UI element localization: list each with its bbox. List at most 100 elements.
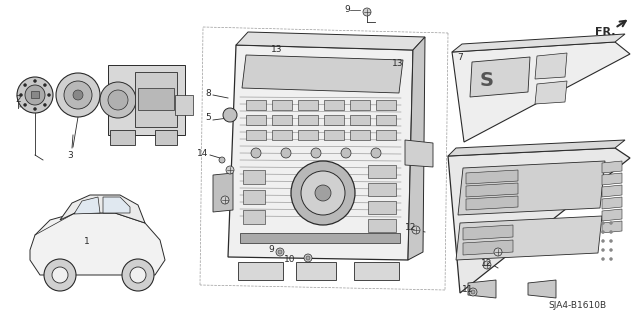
Circle shape [602,257,605,261]
Circle shape [108,90,128,110]
Circle shape [44,84,46,86]
Polygon shape [246,130,266,140]
Circle shape [219,157,225,163]
Polygon shape [324,115,344,125]
Polygon shape [272,130,292,140]
Polygon shape [213,173,233,212]
Circle shape [52,267,68,283]
Circle shape [602,231,605,234]
Text: 5: 5 [205,114,211,122]
Polygon shape [602,161,622,173]
Text: 9: 9 [344,5,350,14]
Circle shape [412,226,420,234]
Circle shape [494,248,502,256]
Polygon shape [470,57,530,97]
Polygon shape [236,32,425,50]
Circle shape [251,148,261,158]
Text: S: S [480,70,494,90]
Circle shape [130,267,146,283]
Polygon shape [466,183,518,197]
Text: 3: 3 [67,151,73,160]
Circle shape [276,248,284,256]
Circle shape [291,161,355,225]
Circle shape [363,8,371,16]
Polygon shape [405,140,433,167]
Circle shape [602,240,605,242]
Text: 2: 2 [15,95,21,105]
Text: SJA4-B1610B: SJA4-B1610B [548,300,606,309]
Polygon shape [246,100,266,110]
Polygon shape [535,81,567,104]
Polygon shape [602,197,622,209]
Text: 13: 13 [392,58,403,68]
Text: 12: 12 [404,224,416,233]
Polygon shape [535,53,567,79]
Circle shape [483,261,491,269]
Polygon shape [110,130,135,145]
Polygon shape [452,34,625,52]
Circle shape [609,257,612,261]
Polygon shape [243,190,265,204]
Circle shape [226,166,234,174]
Polygon shape [463,225,513,240]
Polygon shape [242,55,403,93]
Circle shape [609,231,612,234]
Polygon shape [350,115,370,125]
Text: 13: 13 [271,46,282,55]
Text: 12: 12 [481,258,492,268]
Polygon shape [376,115,396,125]
Polygon shape [528,280,556,298]
Circle shape [609,240,612,242]
Polygon shape [368,219,396,232]
Circle shape [44,259,76,291]
Polygon shape [246,115,266,125]
Polygon shape [243,210,265,224]
Polygon shape [228,45,413,260]
Polygon shape [298,100,318,110]
Polygon shape [238,262,283,280]
Polygon shape [31,91,39,98]
Polygon shape [602,209,622,221]
Circle shape [602,221,605,225]
Polygon shape [272,115,292,125]
Polygon shape [368,201,396,214]
Polygon shape [324,130,344,140]
Circle shape [17,77,53,113]
Polygon shape [175,95,193,115]
Polygon shape [458,161,605,215]
Polygon shape [376,100,396,110]
Polygon shape [74,197,100,214]
Text: 9: 9 [268,246,274,255]
Polygon shape [60,195,145,223]
Circle shape [301,171,345,215]
Circle shape [306,256,310,260]
Polygon shape [296,262,336,280]
Polygon shape [602,221,622,233]
Polygon shape [135,72,177,127]
Polygon shape [272,100,292,110]
Circle shape [24,84,27,86]
Circle shape [221,196,229,204]
Polygon shape [103,197,130,213]
Polygon shape [602,173,622,185]
Circle shape [25,85,45,105]
Polygon shape [466,170,518,184]
Polygon shape [240,233,400,243]
Circle shape [33,108,36,110]
Circle shape [44,103,46,107]
Polygon shape [602,185,622,197]
Circle shape [73,90,83,100]
Polygon shape [376,130,396,140]
Text: 10: 10 [284,256,296,264]
Text: 11: 11 [461,286,473,294]
Circle shape [281,148,291,158]
Circle shape [19,93,22,97]
Circle shape [364,9,370,15]
Polygon shape [368,165,396,178]
Polygon shape [138,88,174,110]
Circle shape [223,108,237,122]
Circle shape [56,73,100,117]
Circle shape [315,185,331,201]
Circle shape [122,259,154,291]
Circle shape [609,249,612,251]
